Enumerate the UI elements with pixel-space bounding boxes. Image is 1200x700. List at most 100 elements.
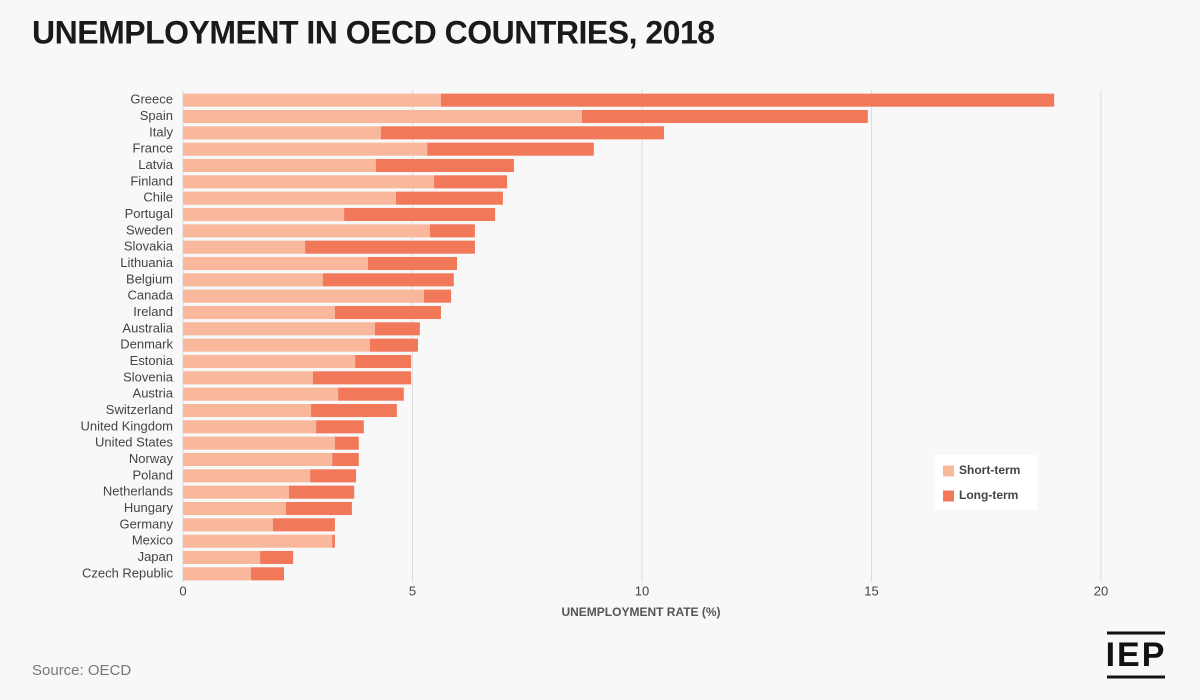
y-tick-label: Denmark xyxy=(120,337,173,352)
x-axis-label: UNEMPLOYMENT RATE (%) xyxy=(561,605,720,619)
y-tick-label: Poland xyxy=(133,467,173,482)
bar-segment xyxy=(183,273,323,287)
bar-segment xyxy=(311,403,397,418)
y-tick-label: United Kingdom xyxy=(81,418,174,433)
bar-segment xyxy=(183,158,376,173)
y-tick-label: Portugal xyxy=(125,206,174,221)
bar-segment xyxy=(316,420,364,434)
y-tick-label: Estonia xyxy=(130,353,174,368)
bar-segment xyxy=(395,191,503,205)
y-tick-label: Slovenia xyxy=(123,369,174,384)
bar-segment xyxy=(183,224,430,238)
bar-segment xyxy=(440,93,1055,107)
bar-segment xyxy=(183,485,290,499)
bar-segment xyxy=(380,126,665,140)
y-tick-label: Chile xyxy=(143,190,173,205)
y-tick-label: Canada xyxy=(127,288,173,303)
bar-segment xyxy=(183,93,441,107)
bar-segment xyxy=(250,567,284,581)
y-tick-label: Japan xyxy=(138,549,173,564)
bar-segment xyxy=(183,354,356,369)
bar-segment xyxy=(423,289,452,303)
bar-segment xyxy=(332,452,359,467)
bar-segment xyxy=(272,518,335,532)
bar-segment xyxy=(183,338,370,352)
y-tick-label: Greece xyxy=(130,92,173,107)
y-tick-label: Australia xyxy=(122,320,173,335)
bar-segment xyxy=(183,305,335,320)
bar-segment xyxy=(369,338,419,352)
y-tick-label: Mexico xyxy=(132,533,173,548)
bar-segment xyxy=(344,207,496,222)
bar-segment xyxy=(260,550,294,565)
bar-segment xyxy=(183,256,368,271)
y-tick-label: Austria xyxy=(133,386,174,401)
y-tick-label: Ireland xyxy=(133,304,173,319)
chart-title: UNEMPLOYMENT IN OECD COUNTRIES, 2018 xyxy=(32,14,715,50)
y-tick-label: Sweden xyxy=(126,222,173,237)
bar-segment xyxy=(183,420,317,434)
y-tick-label: France xyxy=(133,141,173,156)
bar-segment xyxy=(581,109,868,124)
x-tick-label: 15 xyxy=(864,583,878,598)
bar-segment xyxy=(183,109,582,124)
bar-segment xyxy=(334,305,441,320)
x-tick-label: 5 xyxy=(409,583,416,598)
bar-segment xyxy=(183,567,251,581)
bar-segment xyxy=(183,550,261,565)
y-tick-label: United States xyxy=(95,435,174,450)
source: Source: OECD xyxy=(32,662,131,679)
y-tick-label: Norway xyxy=(129,451,174,466)
legend-label: Short-term xyxy=(959,463,1020,477)
y-tick-label: Belgium xyxy=(126,271,173,286)
x-tick-label: 10 xyxy=(635,583,649,598)
bar-segment xyxy=(183,371,313,385)
bar-segment xyxy=(183,518,273,532)
x-tick-label: 0 xyxy=(179,583,186,598)
bar-segment xyxy=(332,534,335,548)
bar-segment xyxy=(183,403,312,418)
y-tick-label: Hungary xyxy=(124,500,174,515)
bar-segment xyxy=(312,371,412,385)
bar-segment xyxy=(183,436,335,450)
bar-segment xyxy=(285,501,352,516)
bar-segment xyxy=(183,322,375,336)
bar-segment xyxy=(338,387,404,401)
bar-segment xyxy=(183,175,435,189)
bar-segment xyxy=(375,158,514,173)
y-tick-label: Slovakia xyxy=(124,239,174,254)
y-tick-label: Germany xyxy=(120,516,174,531)
bar-segment xyxy=(310,469,357,483)
y-tick-label: Switzerland xyxy=(106,402,173,417)
y-tick-label: Netherlands xyxy=(103,484,174,499)
bar-segment xyxy=(183,289,424,303)
y-tick-label: Czech Republic xyxy=(82,565,174,580)
y-tick-label: Spain xyxy=(140,108,173,123)
bar-segment xyxy=(367,256,458,271)
bar-segment xyxy=(305,240,475,254)
legend-label: Long-term xyxy=(959,488,1018,502)
bar-segment xyxy=(434,175,508,189)
bar-segment xyxy=(183,207,345,222)
legend-swatch xyxy=(943,490,954,502)
bar-segment xyxy=(183,240,306,254)
y-tick-label: Latvia xyxy=(138,157,173,172)
y-tick-label: Lithuania xyxy=(120,255,174,270)
bar-segment xyxy=(322,273,454,287)
logo: IEP xyxy=(1106,636,1167,674)
bar-segment xyxy=(183,501,286,516)
bar-segment xyxy=(183,142,428,156)
bar-segment xyxy=(183,126,381,140)
bar-segment xyxy=(183,534,333,548)
y-tick-label: Finland xyxy=(130,173,173,188)
bar-segment xyxy=(427,142,594,156)
y-tick-label: Italy xyxy=(149,124,173,139)
bar-segment xyxy=(355,354,412,369)
legend-swatch xyxy=(943,465,954,477)
x-tick-label: 20 xyxy=(1094,583,1108,598)
bar-segment xyxy=(183,469,311,483)
bar-segment xyxy=(334,436,359,450)
bar-segment xyxy=(183,387,339,401)
bar-segment xyxy=(429,224,475,238)
